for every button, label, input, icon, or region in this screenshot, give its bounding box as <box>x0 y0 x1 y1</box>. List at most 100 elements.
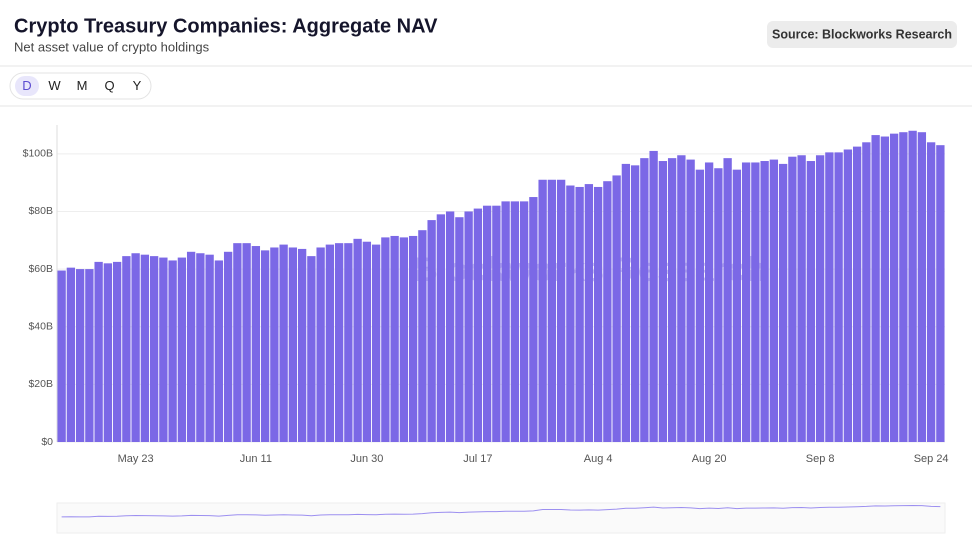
bar <box>926 142 936 443</box>
bar <box>159 257 168 442</box>
bar <box>843 149 853 442</box>
bar <box>75 269 85 442</box>
bar <box>233 243 242 442</box>
bar <box>760 161 769 443</box>
bar <box>251 246 261 442</box>
bar <box>510 201 520 442</box>
bar <box>686 159 695 442</box>
tab[interactable]: D <box>22 78 31 93</box>
bar <box>677 155 686 442</box>
bar <box>649 150 658 442</box>
bar <box>473 208 483 442</box>
bar <box>307 256 316 442</box>
x-tick-label: Jul 17 <box>463 453 492 465</box>
bar <box>223 251 233 442</box>
bar <box>140 254 150 442</box>
bar <box>371 244 381 442</box>
bar <box>538 179 547 442</box>
bar <box>455 217 464 442</box>
x-tick-label: Sep 24 <box>914 453 949 465</box>
bar <box>196 253 205 442</box>
bar <box>362 241 372 442</box>
bar <box>168 260 177 442</box>
bar <box>408 235 418 442</box>
navigator-line <box>61 504 941 518</box>
bar <box>529 197 538 442</box>
bar <box>186 251 196 442</box>
bar <box>57 270 66 442</box>
bar <box>751 162 760 443</box>
bar <box>418 230 427 442</box>
x-tick-label: May 23 <box>118 453 154 465</box>
tab-group <box>9 72 152 100</box>
chart-title: Crypto Treasury Companies: Aggregate NAV <box>14 15 438 37</box>
bar <box>242 243 251 442</box>
bar <box>612 175 621 442</box>
source-badge <box>767 21 957 48</box>
bar <box>704 162 714 443</box>
bar <box>658 161 668 443</box>
tab[interactable]: W <box>48 78 61 93</box>
bar <box>445 211 455 442</box>
bar <box>427 220 436 442</box>
bar <box>482 205 492 442</box>
bar <box>381 237 390 442</box>
bar <box>630 165 640 442</box>
bar <box>325 244 335 442</box>
source-label: Source: Blockworks Research <box>772 27 952 41</box>
bar <box>85 269 94 442</box>
bar <box>899 132 908 443</box>
x-tick-label: Jun 11 <box>240 453 272 465</box>
bar <box>862 142 871 443</box>
bar <box>149 256 159 442</box>
x-tick-label: Sep 8 <box>806 453 835 465</box>
y-tick-label: $100B <box>23 148 53 160</box>
bar <box>593 186 603 442</box>
tab[interactable]: Q <box>104 78 114 93</box>
bar <box>788 156 797 442</box>
bar <box>556 179 566 442</box>
bar <box>94 261 103 442</box>
bar <box>806 161 816 443</box>
bar <box>825 152 834 443</box>
bar <box>732 169 742 442</box>
bar <box>288 247 298 442</box>
bar <box>279 244 288 442</box>
bar <box>353 238 362 442</box>
bar <box>122 256 131 442</box>
bar <box>621 163 631 442</box>
tab-active-bg <box>15 76 39 96</box>
bar <box>852 146 862 442</box>
y-tick-label: $60B <box>28 263 53 275</box>
bar <box>714 168 723 442</box>
bar <box>390 235 399 442</box>
bar <box>778 163 788 442</box>
bar <box>464 211 473 442</box>
bar <box>917 132 927 443</box>
bar <box>815 155 825 442</box>
bar <box>584 184 594 442</box>
bar <box>640 158 649 442</box>
bar <box>214 260 224 442</box>
bar <box>501 201 510 442</box>
bar <box>344 243 353 442</box>
bar <box>667 158 677 442</box>
tab[interactable]: Y <box>133 78 142 93</box>
bar <box>695 169 705 442</box>
bar <box>260 250 270 442</box>
bar <box>334 243 344 442</box>
bar <box>880 136 890 442</box>
bar <box>297 248 307 442</box>
bar <box>889 133 899 443</box>
bar <box>797 155 806 442</box>
x-tick-label: Aug 20 <box>692 453 727 465</box>
bar <box>547 179 557 442</box>
y-tick-label: $20B <box>28 378 53 390</box>
bar <box>103 263 113 442</box>
y-tick-label: $40B <box>28 321 53 333</box>
bar <box>316 247 325 442</box>
tab[interactable]: M <box>77 78 88 93</box>
bar <box>177 257 187 442</box>
y-tick-label: $0 <box>41 436 53 448</box>
